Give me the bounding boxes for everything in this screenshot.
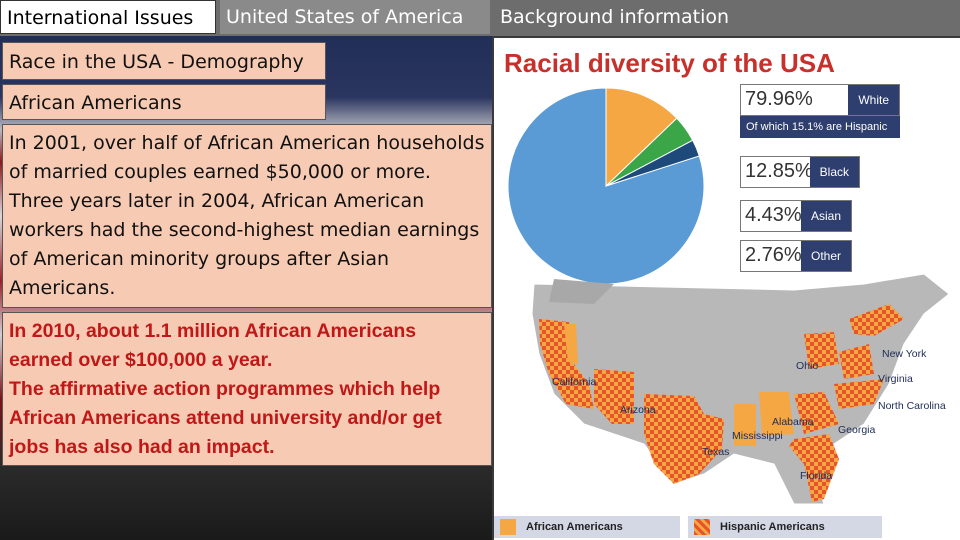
heading-african-americans: African Americans	[2, 84, 326, 120]
highlight-line: jobs has also had an impact.	[9, 436, 275, 458]
tag-asian: Asian	[800, 201, 851, 231]
infographic-panel: Racial diversity of the USA 79.96% White…	[494, 38, 960, 540]
state-label: Georgia	[838, 424, 876, 436]
pct-asian: 4.43%	[745, 204, 802, 226]
pct-black: 12.85%	[745, 160, 813, 182]
state-label: Texas	[702, 446, 730, 458]
highlight-line: African Americans attend university and/…	[9, 407, 442, 429]
highlight-line: In 2010, about 1.1 million African Ameri…	[9, 320, 417, 342]
state-label: Ohio	[796, 360, 819, 372]
label-black: 12.85% Black	[740, 156, 860, 188]
swatch-african	[500, 519, 516, 536]
state-label: Florida	[800, 470, 833, 482]
legend-african-label: African Americans	[526, 521, 623, 533]
state-label: Alabama	[772, 416, 814, 428]
us-map	[531, 274, 950, 505]
legend-hispanic-label: Hispanic Americans	[720, 521, 825, 533]
label-white: 79.96% White	[740, 84, 900, 116]
swatch-hispanic	[694, 519, 710, 536]
map-legend: African Americans Hispanic Americans	[494, 516, 960, 540]
tag-white: White	[848, 85, 899, 115]
state-label: New York	[882, 348, 927, 360]
heading-race-demography: Race in the USA - Demography	[2, 42, 326, 80]
chart-title: Racial diversity of the USA	[504, 48, 835, 78]
pie-slice-black	[605, 87, 678, 188]
label-asian: 4.43% Asian	[740, 200, 852, 232]
highlight-line: The affirmative action programmes which …	[9, 378, 441, 400]
legend-hispanic: Hispanic Americans	[688, 516, 882, 538]
highlight-line: earned over $100,000 a year.	[9, 349, 273, 371]
legend-african: African Americans	[494, 516, 680, 538]
tab-international-issues[interactable]: International Issues	[0, 0, 216, 34]
tab-background-information[interactable]: Background information	[494, 0, 960, 34]
state-label: Arizona	[620, 404, 656, 416]
tab-bar: International Issues United States of Am…	[0, 0, 960, 36]
paragraph-earnings: In 2001, over half of African American h…	[2, 124, 492, 308]
tag-other: Other	[800, 241, 851, 271]
state-label: California	[552, 376, 597, 388]
pie-slice-other	[605, 139, 700, 187]
state-label: North Carolina	[878, 400, 946, 412]
pie-chart	[507, 87, 705, 285]
paragraph-highlight: In 2010, about 1.1 million African Ameri…	[2, 312, 492, 466]
label-other: 2.76% Other	[740, 240, 852, 272]
tag-black: Black	[809, 157, 859, 187]
pct-other: 2.76%	[745, 244, 802, 266]
hispanic-note: Of which 15.1% are Hispanic	[740, 116, 900, 138]
state-label: Virginia	[878, 373, 913, 385]
state-label: Mississippi	[732, 430, 783, 442]
tab-usa[interactable]: United States of America	[220, 0, 490, 34]
pct-white: 79.96%	[745, 88, 813, 110]
